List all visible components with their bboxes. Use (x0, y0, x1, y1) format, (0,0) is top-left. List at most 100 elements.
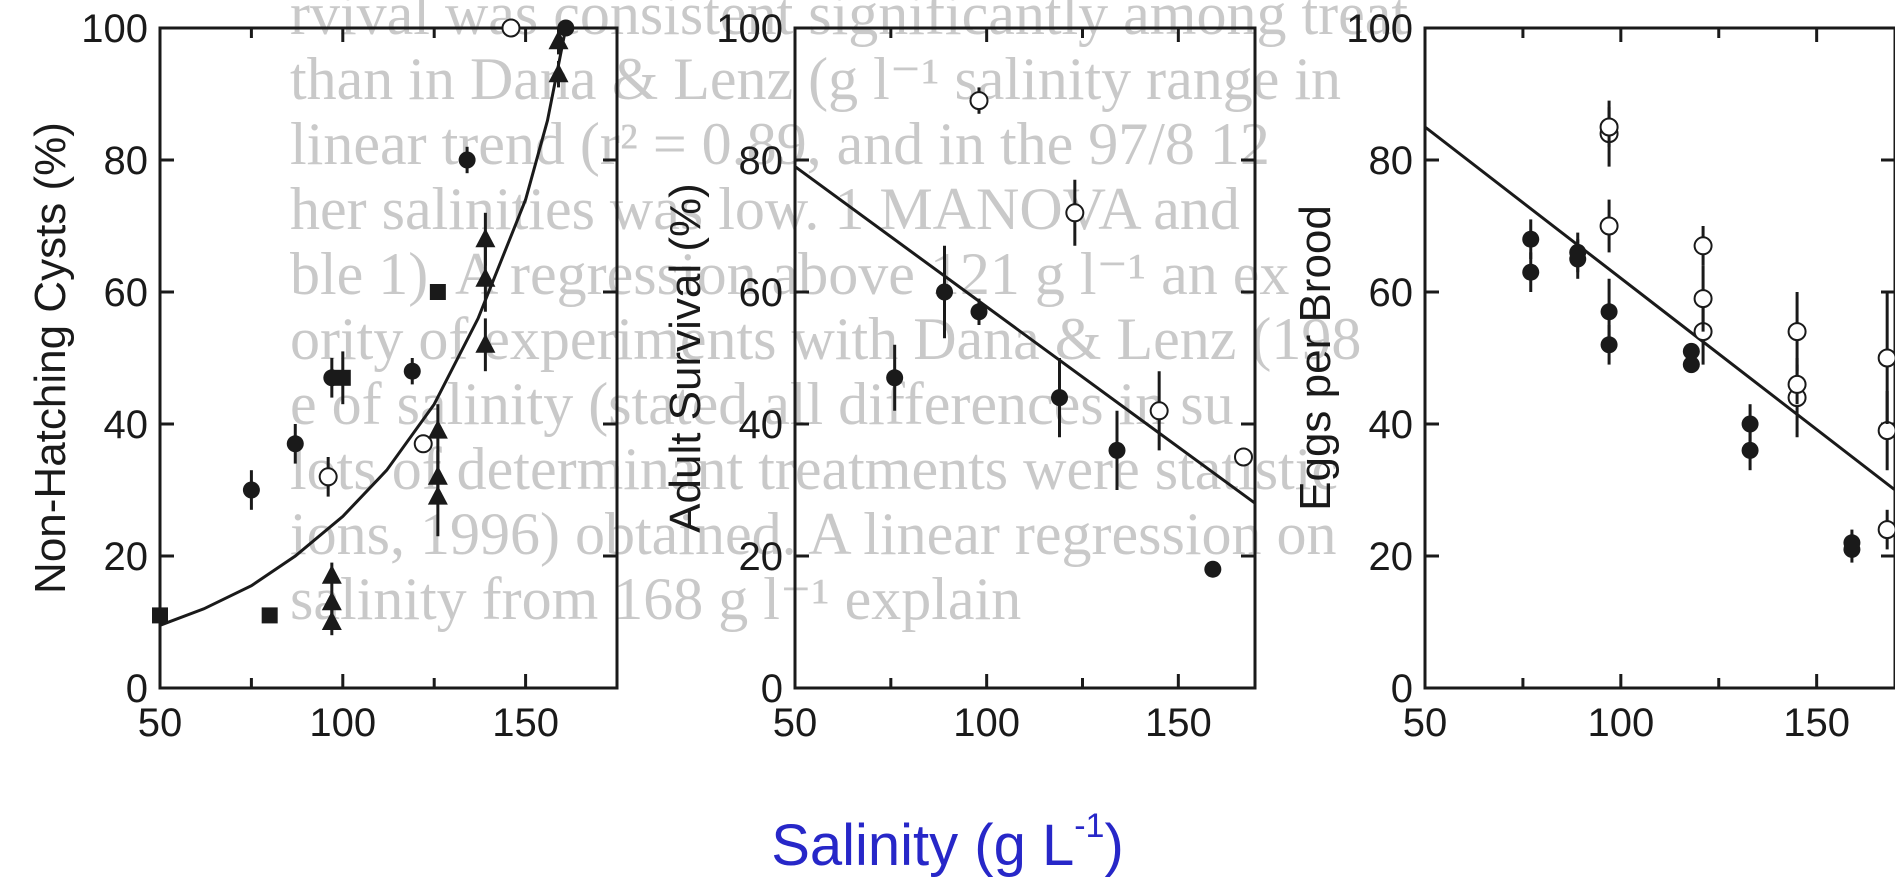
data-point-filled-triangle (321, 591, 342, 611)
chart-panel-2: 0 20 40 60 80 100 50 100 150 Adult Survival (%) (661, 7, 1257, 745)
plot-frame (1423, 26, 1895, 690)
x-tick-label: 50 (1403, 701, 1448, 745)
y-tick-label: 60 (1369, 271, 1414, 315)
y-tick-label: 100 (1346, 7, 1413, 51)
x-tick-label: 100 (309, 701, 376, 745)
data-point-open-circle (969, 91, 989, 111)
fit-line (159, 27, 568, 627)
plot-frame (158, 26, 619, 690)
data-point-filled-circle (1600, 303, 1618, 321)
chart-panel-3: 0 20 40 60 80 100 50 100 150 Eggs per Brood (1291, 7, 1895, 745)
data-point-open-circle (1693, 236, 1713, 256)
y-tick-label: 60 (739, 271, 784, 315)
fit-line (794, 165, 1256, 505)
data-point-open-circle (1787, 322, 1807, 342)
data-point-filled-circle (970, 303, 988, 321)
data-point-filled-circle (1108, 441, 1126, 459)
data-point-filled-circle (1522, 263, 1540, 281)
x-tick-label: 150 (1145, 701, 1212, 745)
data-point-open-circle (413, 434, 433, 454)
data-point-open-circle (1877, 520, 1895, 540)
data-point-filled-triangle (321, 611, 342, 630)
data-point-filled-circle (1682, 356, 1700, 374)
data-point-filled-triangle (427, 419, 448, 439)
y-tick-label: 20 (739, 535, 784, 579)
y-tick-label: 100 (81, 7, 148, 51)
x-tick-label: 150 (492, 701, 559, 745)
data-point-filled-triangle (475, 267, 496, 287)
data-point-filled-circle (1204, 560, 1222, 578)
data-point-filled-triangle (321, 564, 342, 584)
x-tick-label: 150 (1783, 701, 1850, 745)
data-point-filled-circle (1522, 230, 1540, 248)
x-axis-title-close: ) (1104, 813, 1124, 878)
plot-frame (793, 26, 1257, 690)
y-tick-label: 40 (739, 403, 784, 447)
y-tick-label: 80 (739, 139, 784, 183)
y-tick-label: 100 (716, 7, 783, 51)
y-tick-label: 0 (126, 667, 148, 711)
background-text-line: than in Dana & Lenz (g l⁻¹ salinity rang… (290, 46, 1342, 112)
data-point-open-circle (1599, 216, 1619, 236)
data-point-filled-circle (1682, 342, 1700, 360)
y-tick-label: 20 (1369, 535, 1414, 579)
data-point-filled-circle (1843, 534, 1861, 552)
data-point-open-circle (1149, 401, 1169, 421)
data-point-filled-circle (1741, 441, 1759, 459)
background-text-line: ble 1). A regression above 121 g l⁻¹ an … (290, 241, 1290, 307)
data-point-filled-circle (557, 19, 575, 37)
y-tick-label: 40 (1369, 403, 1414, 447)
data-point-open-circle (1234, 447, 1253, 467)
y-tick-label: 0 (1391, 667, 1413, 711)
background-text-line: lots of determinant treatments were stat… (290, 436, 1339, 502)
data-point-filled-circle (242, 481, 260, 499)
data-point-open-circle (318, 467, 338, 487)
y-tick-label: 40 (104, 403, 149, 447)
data-point-open-circle (1877, 348, 1895, 368)
data-point-filled-square (152, 607, 168, 624)
y-tick-label: 0 (761, 667, 783, 711)
data-point-open-circle (501, 18, 521, 38)
data-point-open-circle (1693, 289, 1713, 309)
data-point-filled-circle (936, 283, 953, 301)
background-text-line: ions, 1996) obtained. A linear regressio… (290, 501, 1337, 567)
data-point-filled-triangle (475, 333, 496, 353)
y-tick-label: 80 (1369, 139, 1414, 183)
x-tick-label: 100 (1587, 701, 1654, 745)
y-axis-title: Non-Hatching Cysts (%) (26, 122, 75, 594)
data-point-filled-circle (458, 151, 476, 169)
fit-line (1424, 125, 1895, 492)
background-text-line: e of salinity (stated all differences in… (290, 371, 1234, 437)
y-tick-label: 20 (104, 535, 149, 579)
data-point-filled-square (334, 369, 351, 386)
data-point-open-circle (1065, 203, 1085, 223)
x-axis-title-exponent: -1 (1074, 806, 1105, 845)
y-tick-label: 60 (104, 271, 149, 315)
data-point-filled-square (261, 607, 278, 624)
data-point-filled-circle (1051, 389, 1068, 407)
data-point-open-circle (1599, 117, 1619, 137)
data-point-open-circle (1877, 421, 1895, 441)
data-point-filled-square (429, 284, 446, 300)
data-point-filled-triangle (548, 30, 569, 50)
background-text-line: linear trend (r² = 0.89, and in the 97/8… (290, 111, 1270, 177)
x-tick-label: 100 (953, 701, 1020, 745)
data-point-filled-triangle (548, 63, 569, 83)
data-point-filled-triangle (475, 228, 496, 248)
y-axis-title: Adult Survival (%) (661, 183, 710, 533)
x-axis-title-main: Salinity (g L (771, 813, 1075, 878)
y-axis-title: Eggs per Brood (1291, 205, 1340, 511)
x-tick-label: 50 (138, 701, 183, 745)
background-text-line: rvival was consistent significantly amon… (290, 0, 1409, 47)
background-text-line: salinity from 168 g l⁻¹ explain (290, 566, 1022, 632)
chart-panel-1: 0 20 40 60 80 100 50 100 150 Non-Hatching Cysts (… (26, 7, 619, 745)
x-tick-label: 50 (773, 701, 818, 745)
y-tick-label: 80 (104, 139, 149, 183)
data-point-filled-circle (886, 369, 904, 387)
data-point-filled-triangle (427, 465, 448, 485)
data-point-filled-circle (1569, 243, 1587, 261)
data-point-filled-circle (1741, 415, 1759, 433)
x-axis-title: Salinity (g L-1) (0, 807, 1895, 879)
